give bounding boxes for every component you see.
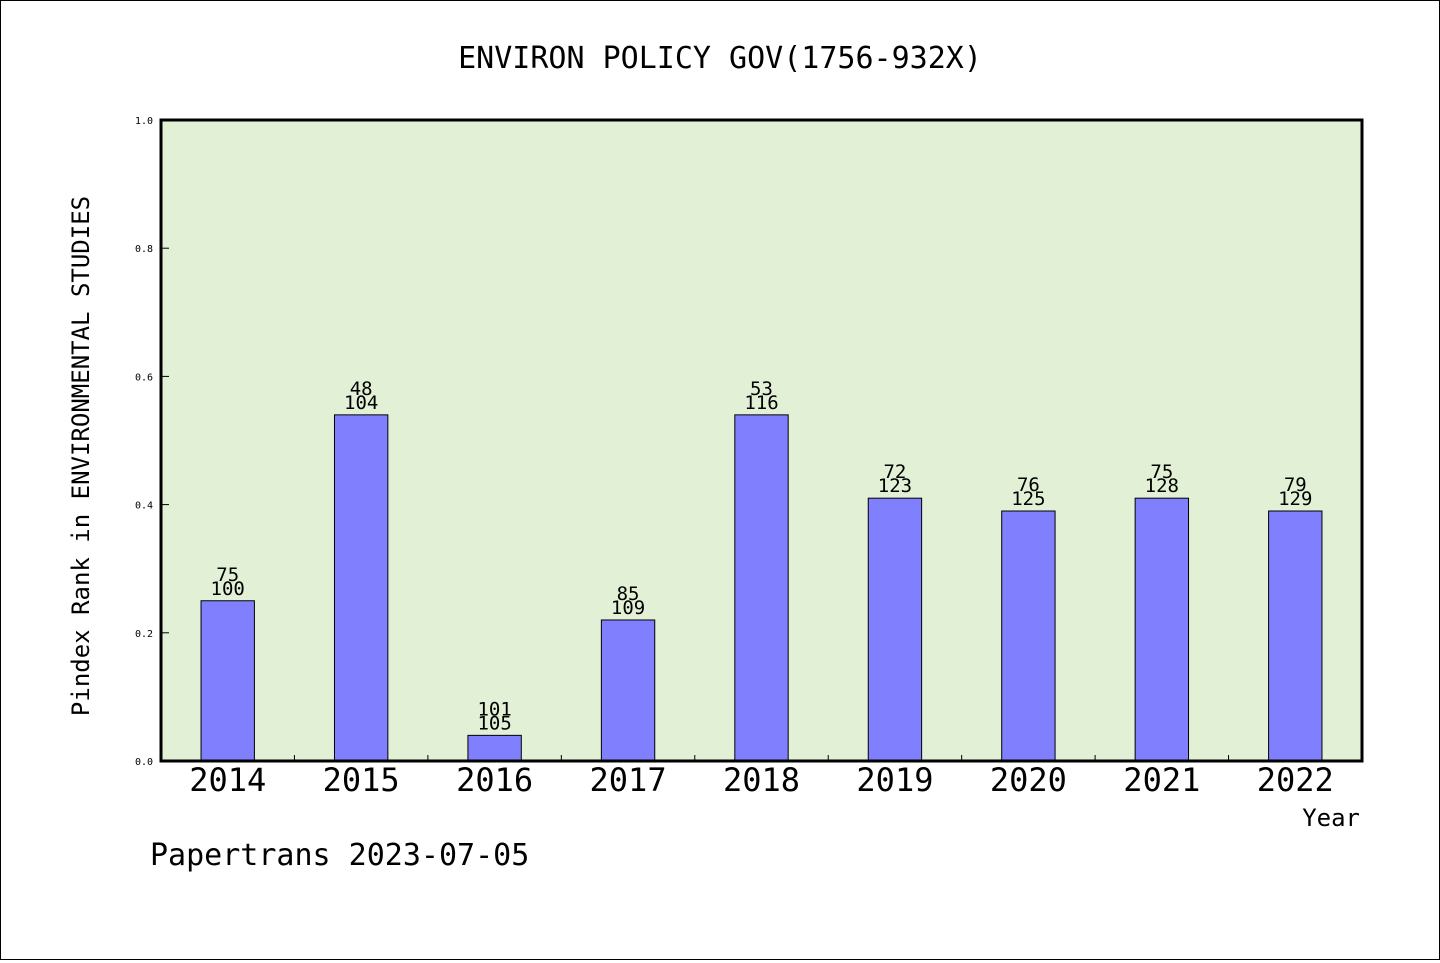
bar-2020 [1001,510,1056,762]
x-tick-label: 2015 [323,761,400,799]
bar-2016 [467,734,522,762]
bar-2022 [1268,510,1323,762]
x-tick-label: 2020 [990,761,1067,799]
x-axis-label: Year [1302,804,1360,832]
bar-2014 [200,600,255,762]
bar-total-label: 100 [211,578,245,600]
x-tick-label: 2021 [1123,761,1200,799]
x-tick-label: 2019 [856,761,933,799]
bar-2019 [867,497,923,762]
plot-frame [159,118,1364,763]
y-tick-label: 0.4 [135,501,153,512]
bar-2015 [333,414,389,762]
bar-2017 [600,619,656,762]
bar-total-label: 125 [1011,488,1045,510]
bar-rank-label: 75 [1150,461,1173,483]
chart-title: ENVIRON POLICY GOV(1756-932X) [458,41,982,76]
footer-credit: Papertrans 2023-07-05 [150,838,529,873]
bar-total-label: 128 [1145,475,1179,497]
y-tick-label: 0.6 [135,372,153,383]
y-tick-label: 0.2 [135,629,153,640]
bar-2021 [1134,497,1190,762]
bar-rank-label: 53 [750,378,773,400]
bar-rank-label: 72 [883,461,906,483]
bar-total-label: 123 [878,475,912,497]
bars-group [200,414,1323,762]
x-tick-label: 2016 [456,761,533,799]
bar-rank-label: 85 [617,583,640,605]
x-tick-label: 2017 [590,761,667,799]
bar-total-label: 105 [477,712,511,734]
x-tick-label: 2014 [189,761,266,799]
y-axis-label: Pindex Rank in ENVIRONMENTAL STUDIES [67,196,95,716]
bar-rank-label: 101 [477,698,511,720]
y-tick-label: 0.8 [135,244,153,255]
bar-total-label: 129 [1278,488,1312,510]
bar-total-label: 104 [344,392,378,414]
bar-total-label: 109 [611,597,645,619]
bar-rank-label: 79 [1284,474,1307,496]
bar-2018 [734,414,789,762]
x-tick-label: 2018 [723,761,800,799]
y-tick-label: 0.0 [135,757,153,768]
bar-total-label: 116 [744,392,778,414]
x-tick-label: 2022 [1257,761,1334,799]
bar-rank-label: 76 [1017,474,1040,496]
x-axis-ticks: 2014 2015 2016 2017 2018 2019 2020 2021 2022 [189,755,1334,799]
y-tick-label: 1.0 [135,116,153,127]
bar-rank-label: 75 [216,564,239,586]
bar-rank-label: 48 [350,378,373,400]
